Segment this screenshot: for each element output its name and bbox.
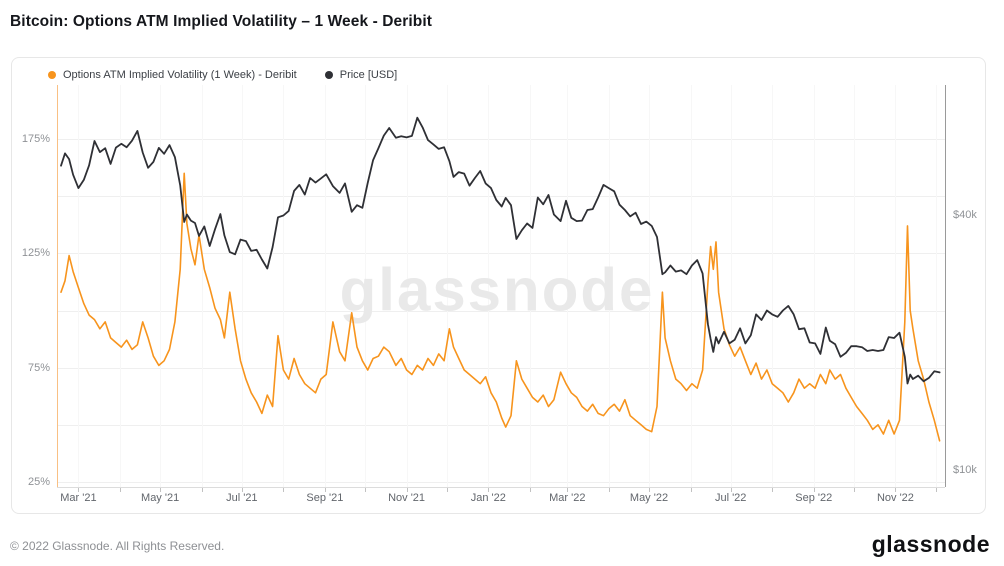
- legend-item-price[interactable]: Price [USD]: [324, 69, 398, 81]
- legend-item-implied-volatility[interactable]: Options ATM Implied Volatility (1 Week) …: [48, 69, 297, 81]
- x-axis-tick-label: Jul '22: [714, 492, 747, 504]
- chart-legend: Options ATM Implied Volatility (1 Week) …: [48, 69, 397, 81]
- y-axis-left-tick-label: 25%: [27, 476, 50, 488]
- x-axis-tick-label: Nov '21: [388, 492, 426, 504]
- y-axis-left-tick-label: 125%: [21, 247, 50, 260]
- x-axis-tick-label: Mar '21: [60, 492, 97, 504]
- glassnode-logo: glassnode: [871, 531, 990, 557]
- y-axis-right-tick-label: $40k: [953, 209, 977, 221]
- footer-copyright: © 2022 Glassnode. All Rights Reserved.: [10, 539, 225, 553]
- legend-swatch-price-icon: [324, 71, 333, 79]
- x-axis-tick-label: May '21: [141, 492, 180, 504]
- x-axis-tick-label: Jan '22: [470, 492, 506, 504]
- x-axis-tick-label: Jul '21: [226, 492, 258, 504]
- page-title: Bitcoin: Options ATM Implied Volatility …: [10, 13, 433, 30]
- x-axis-tick-label: Sep '21: [306, 492, 344, 504]
- legend-label-implied-volatility: Options ATM Implied Volatility (1 Week) …: [63, 69, 297, 81]
- x-axis-tick-label: Nov '22: [876, 492, 914, 504]
- legend-swatch-iv-icon: [48, 71, 56, 79]
- y-axis-right-tick-label: $10k: [953, 464, 977, 476]
- legend-label-price: Price [USD]: [339, 69, 398, 81]
- y-axis-left-tick-label: 75%: [27, 361, 50, 374]
- x-axis-tick-label: May '22: [629, 492, 669, 504]
- x-axis-tick-label: Mar '22: [549, 492, 586, 504]
- y-axis-left-tick-label: 175%: [21, 133, 50, 145]
- plot-area[interactable]: [57, 85, 945, 487]
- x-axis-tick-label: Sep '22: [795, 492, 833, 504]
